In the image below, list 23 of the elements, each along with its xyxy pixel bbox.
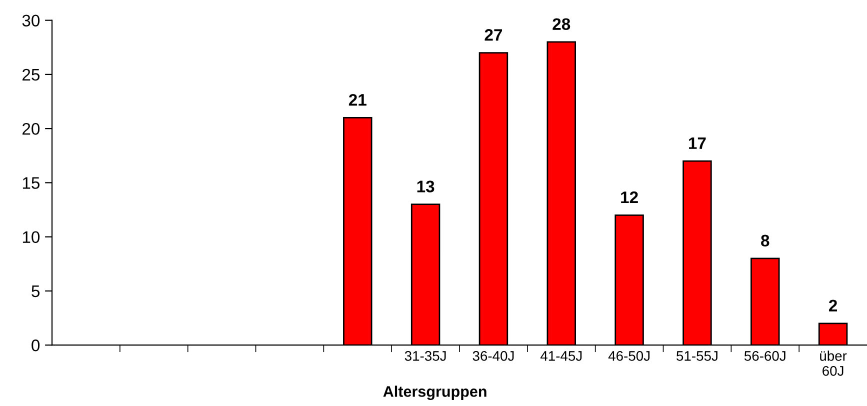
x-tick-label: 31-35J bbox=[404, 351, 446, 361]
x-tick-label: 41-45J bbox=[540, 351, 582, 361]
y-tick-label: 0 bbox=[32, 340, 40, 352]
x-tick-label: 56-60J bbox=[744, 351, 786, 361]
x-tick-label: 46-50J bbox=[608, 351, 650, 361]
x-tick-label: 51-55J bbox=[676, 351, 718, 361]
y-tick-label: 30 bbox=[22, 14, 40, 27]
data-label: 21 bbox=[348, 94, 366, 106]
y-tick-label: 25 bbox=[22, 68, 40, 81]
x-axis-title: Altersgruppen bbox=[383, 386, 486, 400]
data-label: 27 bbox=[484, 29, 502, 41]
data-label: 8 bbox=[761, 234, 770, 247]
y-tick-label: 20 bbox=[22, 122, 40, 135]
data-label: 12 bbox=[621, 191, 638, 204]
x-tick-label: über 60J bbox=[820, 350, 847, 376]
data-label: 17 bbox=[688, 137, 706, 149]
data-label: 28 bbox=[552, 18, 570, 30]
y-tick-label: 15 bbox=[22, 177, 40, 189]
y-tick-label: 10 bbox=[22, 231, 40, 244]
y-tick-label: 5 bbox=[32, 286, 40, 298]
data-label: 13 bbox=[417, 180, 434, 192]
x-tick-label: 36-40J bbox=[472, 351, 514, 361]
data-label: 2 bbox=[828, 300, 838, 312]
